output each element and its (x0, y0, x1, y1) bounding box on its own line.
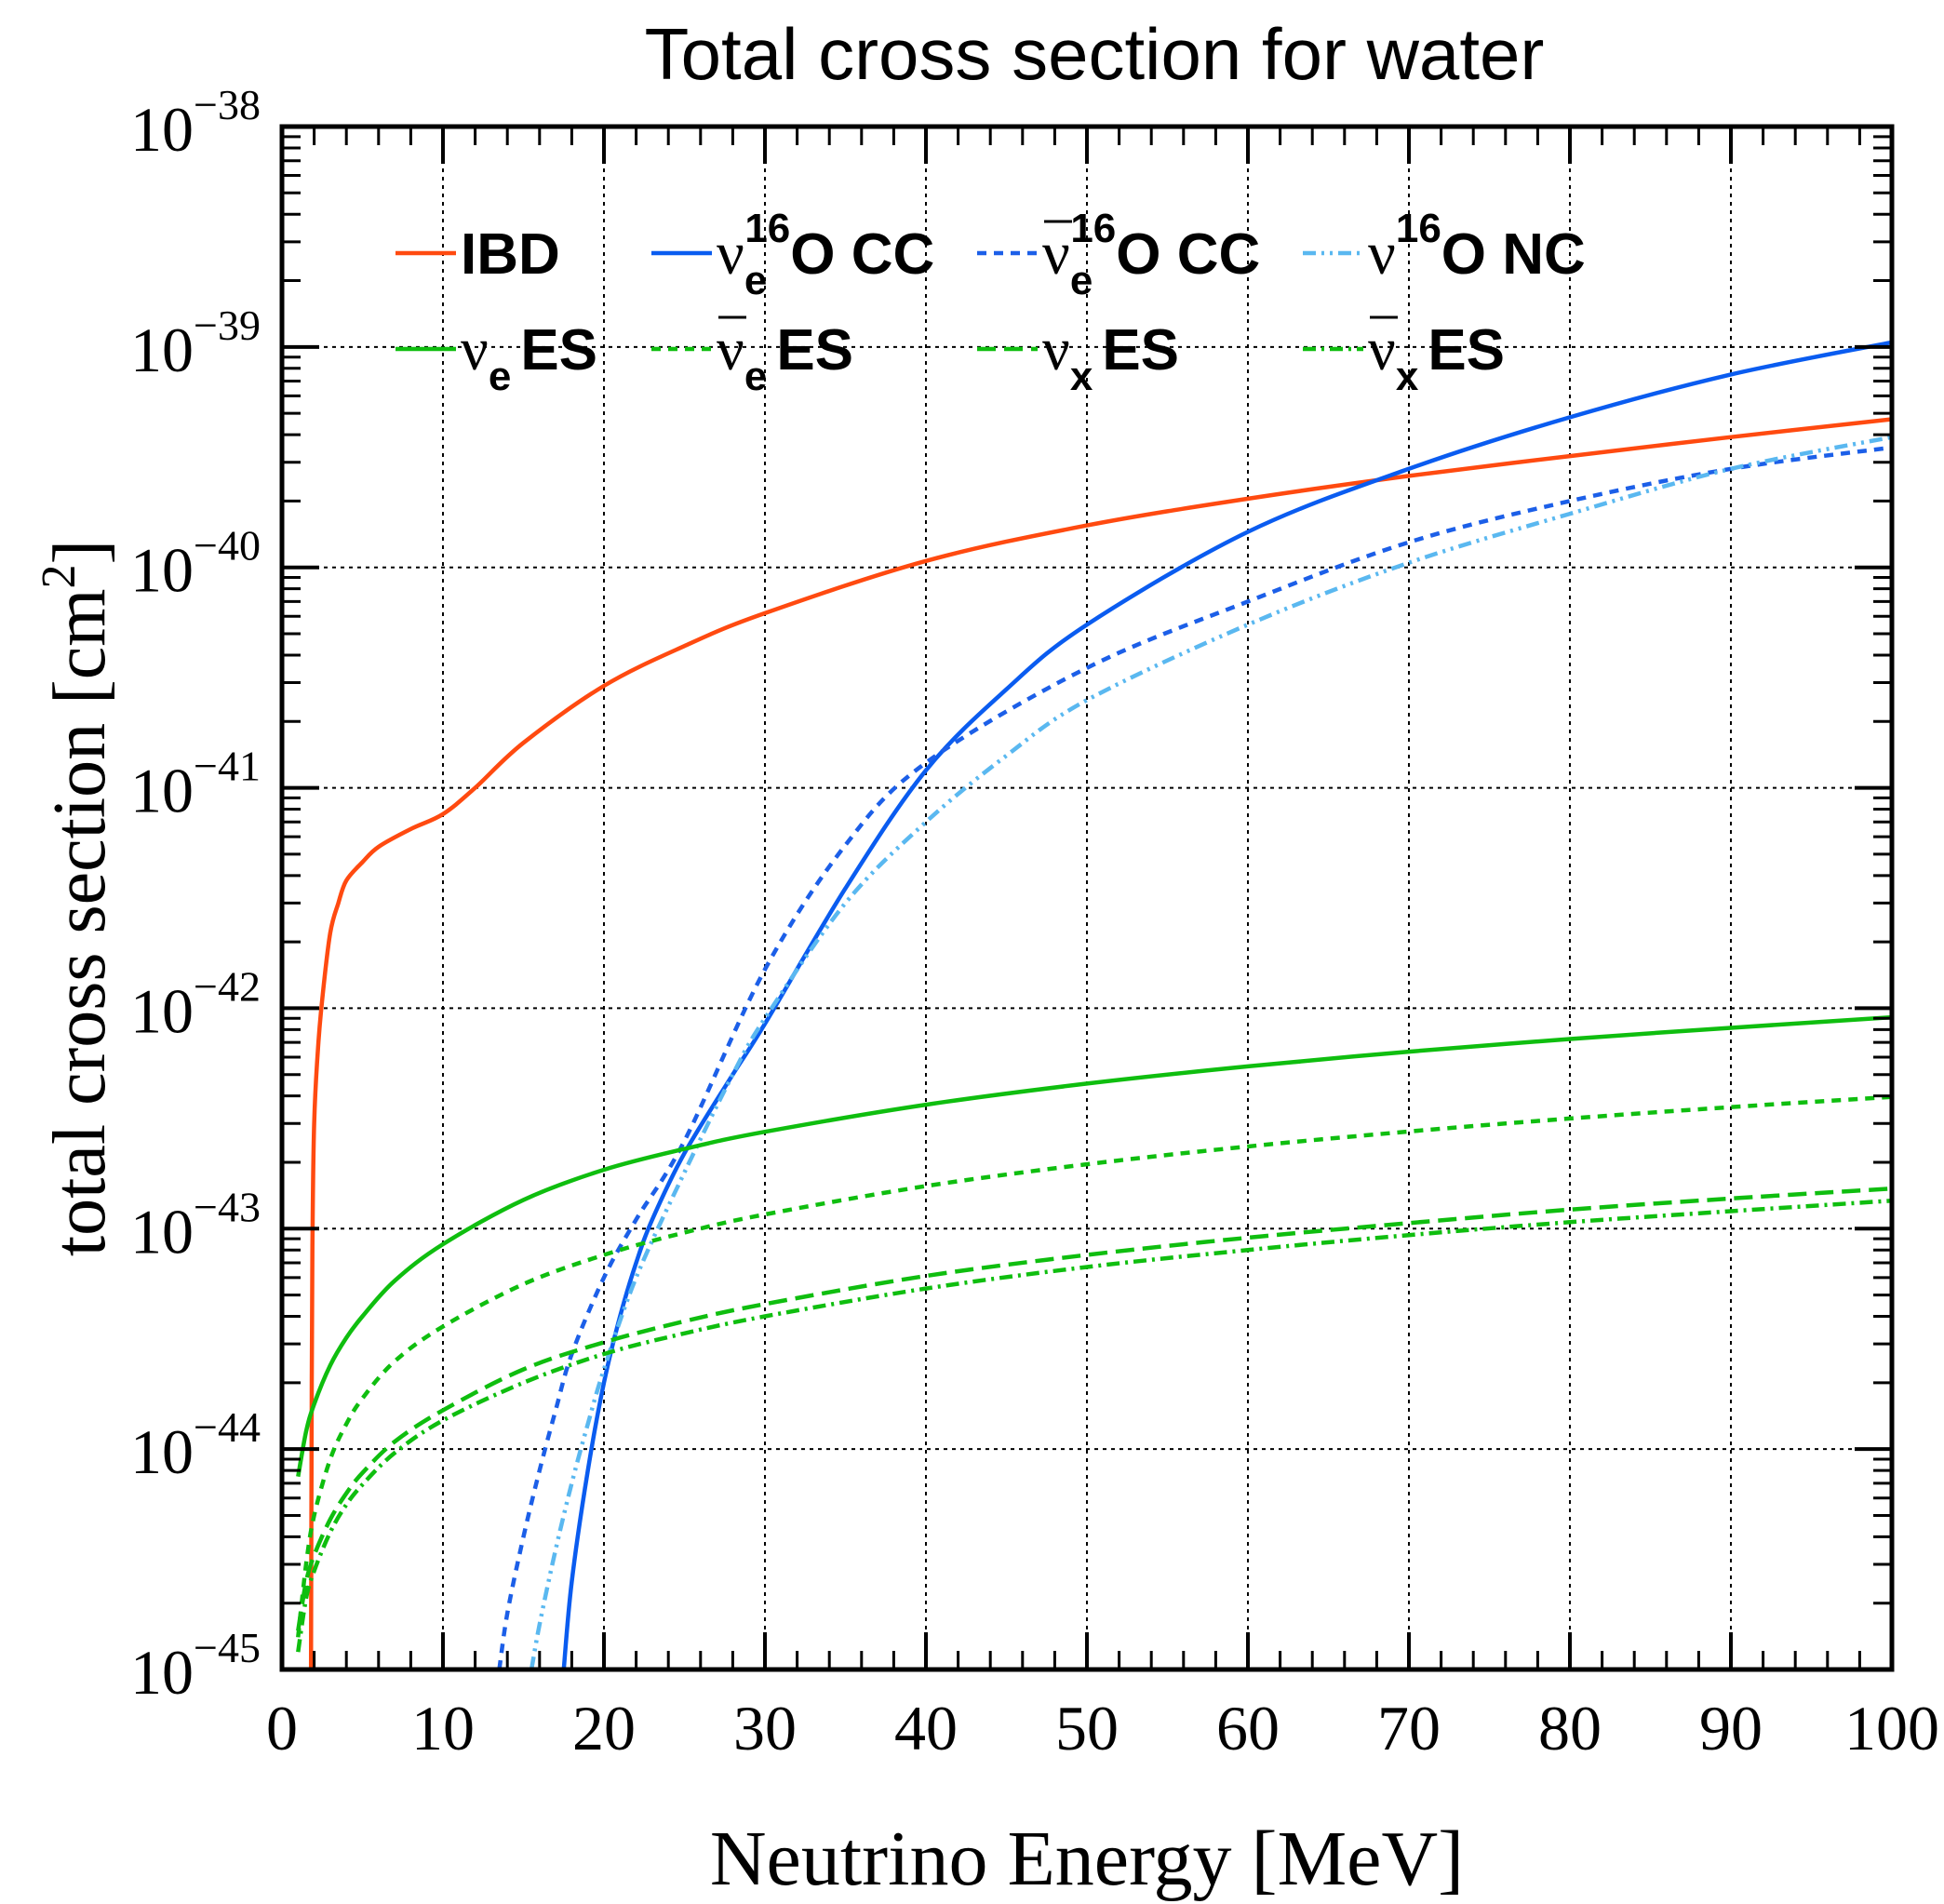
legend-label: νe ES (461, 315, 597, 399)
series-line-7 (296, 1198, 1892, 1653)
x-tick-label: 20 (572, 1693, 636, 1763)
legend-label: νe ES (717, 315, 853, 399)
x-tick-label: 10 (411, 1693, 475, 1763)
y-axis-label-main: total cross section [cm (39, 589, 121, 1257)
series-line-6 (296, 1186, 1892, 1631)
y-axis-label-close: ] (39, 540, 121, 565)
y-tick-label: 10−40 (130, 522, 261, 606)
x-tick-label: 50 (1055, 1693, 1119, 1763)
x-tick-label: 80 (1538, 1693, 1602, 1763)
series-line-1 (561, 340, 1892, 1669)
series-line-0 (308, 417, 1892, 1669)
plot-frame (279, 124, 1895, 1672)
chart-title: Total cross section for water (645, 13, 1545, 95)
legend-label: νe16O CC (717, 206, 934, 303)
y-axis-label-sup: 2 (33, 565, 86, 589)
legend-label: νx ES (1368, 315, 1505, 399)
y-tick-label: 10−44 (130, 1403, 261, 1487)
x-tick-label: 60 (1216, 1693, 1280, 1763)
x-axis-label: Neutrino Energy [MeV] (710, 1816, 1464, 1902)
y-tick-label: 10−45 (130, 1624, 261, 1708)
series-line-5 (296, 1094, 1892, 1638)
x-tick-label: 40 (894, 1693, 958, 1763)
grid-lines (282, 127, 1892, 1669)
legend-label: IBD (461, 222, 560, 287)
series-line-2 (497, 445, 1892, 1669)
legend: IBD νe16O CC νe16O CC ν16O NC νe ES νe ES νx ES νx… (396, 206, 1586, 399)
y-tick-label: 10−39 (130, 302, 261, 385)
legend-label: ν16O NC (1368, 206, 1586, 288)
series-line-3 (529, 435, 1892, 1669)
legend-label: νx ES (1042, 315, 1179, 399)
y-tick-label: 10−41 (130, 743, 261, 826)
x-tick-labels: 0 10 20 30 40 50 60 70 80 90 100 (266, 1693, 1939, 1763)
x-tick-label: 90 (1699, 1693, 1763, 1763)
x-tick-label: 30 (733, 1693, 797, 1763)
y-tick-label: 10−42 (130, 962, 261, 1046)
y-axis-label: total cross section [cm2] (33, 540, 121, 1256)
x-tick-label: 0 (266, 1693, 298, 1763)
x-tick-label: 70 (1377, 1693, 1441, 1763)
y-tick-labels: 10−45 10−44 10−43 10−42 10−41 10−40 10−39 10−38 (130, 81, 261, 1708)
series-line-4 (296, 1014, 1892, 1478)
x-tick-label: 100 (1844, 1693, 1939, 1763)
y-tick-label: 10−43 (130, 1183, 261, 1267)
series-layer (296, 340, 1892, 1669)
legend-label: νe16O CC (1042, 206, 1260, 303)
y-tick-label: 10−38 (130, 81, 261, 165)
